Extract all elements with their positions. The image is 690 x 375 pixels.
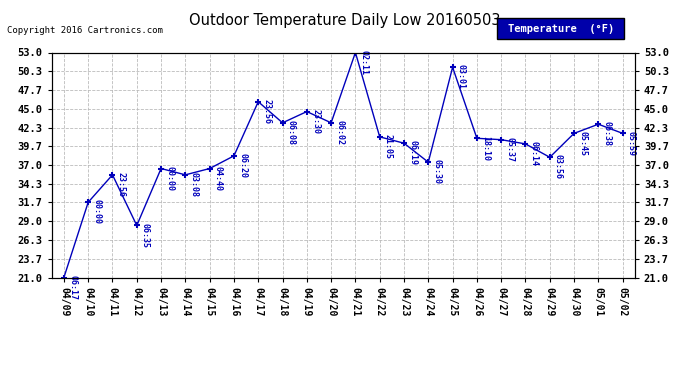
- Text: 00:00: 00:00: [165, 166, 175, 191]
- Text: 06:20: 06:20: [238, 153, 247, 178]
- Text: 03:08: 03:08: [190, 172, 199, 197]
- Text: 05:30: 05:30: [433, 159, 442, 184]
- Text: 03:56: 03:56: [554, 154, 563, 180]
- Text: 06:17: 06:17: [68, 275, 77, 300]
- Text: 23:56: 23:56: [262, 99, 271, 124]
- Text: 04:40: 04:40: [214, 166, 223, 191]
- Text: 21:05: 21:05: [384, 134, 393, 159]
- Text: 00:00: 00:00: [92, 200, 101, 225]
- Text: 06:02: 06:02: [335, 120, 344, 145]
- Text: 05:59: 05:59: [627, 130, 635, 156]
- Text: 05:37: 05:37: [505, 137, 514, 162]
- Text: 05:45: 05:45: [578, 130, 587, 156]
- Text: 06:38: 06:38: [602, 122, 611, 147]
- Text: 18:10: 18:10: [481, 135, 490, 160]
- Text: Outdoor Temperature Daily Low 20160503: Outdoor Temperature Daily Low 20160503: [189, 13, 501, 28]
- Text: 23:56: 23:56: [117, 172, 126, 197]
- Text: 03:01: 03:01: [457, 64, 466, 90]
- Text: 06:08: 06:08: [287, 120, 296, 145]
- Text: 23:30: 23:30: [311, 109, 320, 134]
- Text: Temperature  (°F): Temperature (°F): [508, 24, 613, 33]
- Text: 06:35: 06:35: [141, 223, 150, 248]
- Text: 06:14: 06:14: [530, 141, 539, 166]
- Text: Copyright 2016 Cartronics.com: Copyright 2016 Cartronics.com: [7, 26, 163, 35]
- Text: 02:11: 02:11: [359, 50, 368, 75]
- Text: 06:19: 06:19: [408, 140, 417, 165]
